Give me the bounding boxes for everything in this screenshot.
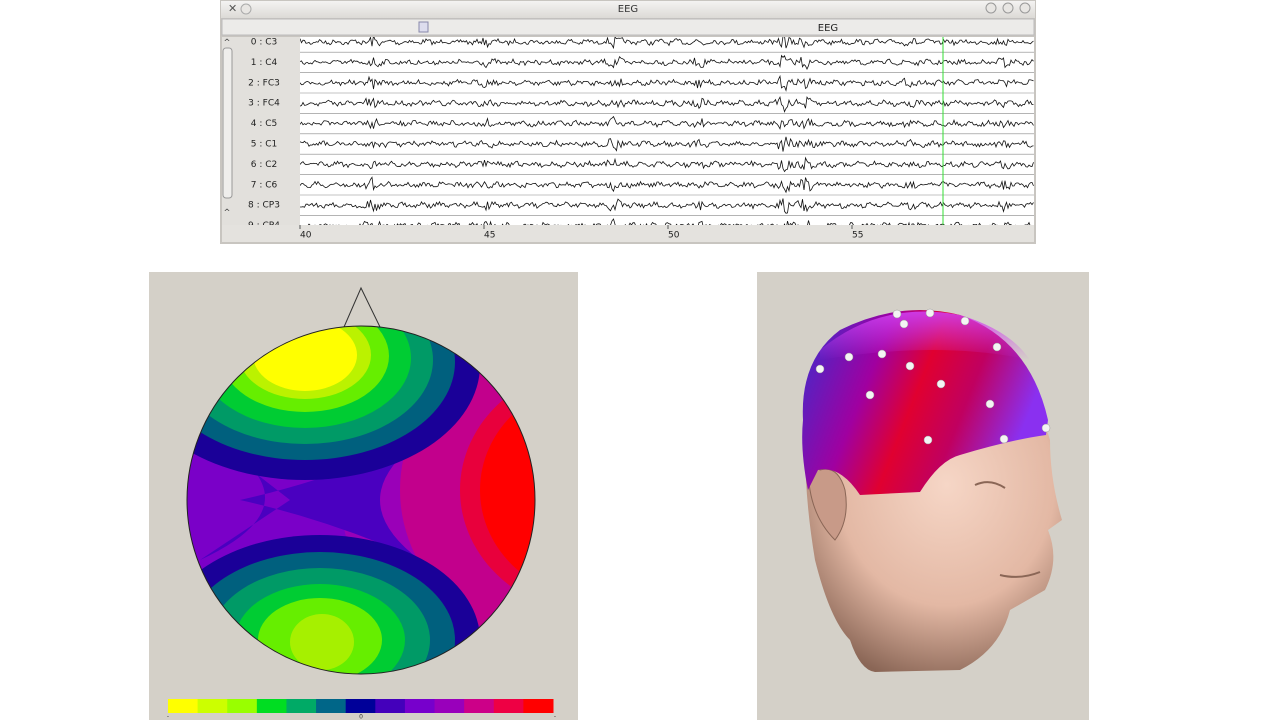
electrode [892, 309, 902, 319]
colorbar-swatch [404, 699, 436, 713]
maximize-button[interactable] [1002, 2, 1014, 14]
scroll-down[interactable]: ^ [224, 208, 231, 217]
menu-button[interactable] [240, 3, 252, 15]
eeg-trace [300, 96, 1034, 113]
eeg-trace [300, 176, 1034, 194]
cap-highlight [820, 311, 1030, 360]
channel-label: 4 : C5 [251, 119, 278, 129]
electrode [899, 319, 909, 329]
window-title: EEG [618, 4, 638, 15]
channel-labels: 0 : C3 1 : C4 2 : FC3 3 : FC4 4 : C5 5 : C1 6 … [248, 38, 280, 231]
eeg-trace [300, 156, 1034, 173]
electrode [960, 316, 970, 326]
colorbar: - 0 - [167, 699, 556, 720]
toolbar-title: EEG [818, 23, 838, 34]
eye [974, 481, 1006, 489]
channel-label: 1 : C4 [251, 58, 278, 68]
tick-label: 45 [484, 231, 495, 241]
eeg-trace [300, 198, 1034, 214]
eeg-trace [300, 37, 1034, 50]
colorbar-label: - [554, 714, 556, 720]
head-outline [186, 325, 536, 675]
mouth [999, 571, 1041, 578]
channel-label: 9 : CP4 [248, 221, 280, 231]
colorbar-swatch [286, 699, 317, 713]
electrode [815, 364, 825, 374]
close-button[interactable] [1019, 2, 1031, 14]
channel-label: 5 : C1 [251, 140, 278, 150]
map-band [290, 614, 354, 670]
electrode [1041, 423, 1051, 433]
eeg-trace [300, 136, 1034, 152]
nose [343, 286, 381, 328]
toolbar [221, 18, 1035, 36]
electrode [925, 308, 935, 318]
topomap-panel: - 0 - [149, 272, 578, 720]
colorbar-swatch [523, 699, 554, 713]
eeg-window: ✕ EEG EEG ^ ^ 0 : C3 1 : C4 2 : FC3 3 : FC4… [220, 0, 1036, 244]
colorbar-swatch [434, 699, 465, 713]
tick-label: 55 [852, 231, 863, 241]
electrode [985, 399, 995, 409]
time-ticks: 40 45 50 55 [299, 225, 863, 241]
electrode [905, 361, 915, 371]
colorbar-swatch [227, 699, 258, 713]
app-icon: ✕ [228, 2, 237, 15]
channel-label: 2 : FC3 [248, 78, 280, 88]
colorbar-swatch [345, 699, 376, 713]
electrode [844, 352, 854, 362]
eeg-trace [300, 54, 1034, 70]
channel-label: 0 : C3 [251, 38, 278, 48]
traces [300, 37, 1034, 225]
electrode [923, 435, 933, 445]
title-bar [221, 1, 1035, 18]
channel-label: 6 : C2 [251, 160, 278, 170]
channel-label: 7 : C6 [251, 180, 278, 190]
colorbar-swatch [493, 699, 524, 713]
electrode [936, 379, 946, 389]
channel-label-column [222, 37, 300, 225]
colorbar-swatch [256, 699, 287, 713]
electrode [992, 342, 1002, 352]
eeg-trace [300, 74, 1034, 92]
scrollbar[interactable] [222, 47, 233, 199]
colorbar-swatch [168, 699, 199, 713]
eeg-trace [300, 115, 1034, 130]
colorbar-label: - [167, 714, 169, 720]
channel-label: 8 : CP3 [248, 201, 280, 211]
colorbar-swatch [197, 699, 228, 713]
channel-label: 3 : FC4 [248, 99, 280, 109]
tick-label: 50 [668, 231, 680, 241]
trace-area [300, 37, 1034, 225]
colorbar-swatch [316, 699, 347, 713]
time-axis [222, 225, 1034, 242]
electrodes [815, 308, 1051, 445]
electrode [999, 434, 1009, 444]
toolbar-icon[interactable] [418, 21, 429, 33]
colorbar-label: 0 [359, 714, 363, 720]
scroll-up[interactable]: ^ [224, 38, 231, 47]
electrode-cap [802, 310, 1048, 495]
electrode [865, 390, 875, 400]
colorbar-swatch [464, 699, 495, 713]
tick-label: 40 [300, 231, 312, 241]
eeg-trace [301, 218, 1033, 225]
colorbar-swatch [375, 699, 406, 713]
map-band [200, 430, 420, 560]
minimize-button[interactable] [985, 2, 997, 14]
head3d-panel [757, 272, 1089, 720]
electrode [877, 349, 887, 359]
